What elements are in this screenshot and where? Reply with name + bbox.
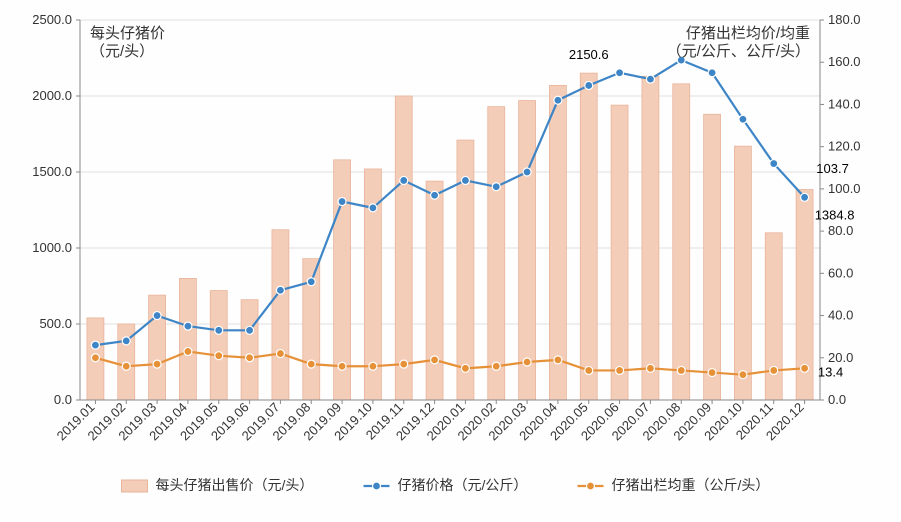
bar	[549, 85, 566, 400]
bar	[734, 146, 751, 400]
weight-marker	[431, 356, 439, 364]
price-marker	[338, 198, 346, 206]
price-marker	[616, 69, 624, 77]
data-annotation: 2150.6	[569, 47, 609, 62]
price-marker	[122, 337, 130, 345]
weight-marker	[369, 362, 377, 370]
y-left-tick: 1500.0	[32, 164, 72, 179]
price-marker	[646, 75, 654, 83]
bar	[272, 230, 289, 400]
weight-marker	[400, 360, 408, 368]
data-annotation: 13.4	[818, 365, 843, 380]
price-marker	[400, 176, 408, 184]
weight-marker	[492, 362, 500, 370]
weight-marker	[801, 364, 809, 372]
weight-marker	[523, 358, 531, 366]
price-marker	[801, 193, 809, 201]
price-marker	[739, 115, 747, 123]
price-marker	[184, 322, 192, 330]
weight-marker	[307, 360, 315, 368]
price-marker	[554, 96, 562, 104]
weight-marker	[461, 364, 469, 372]
y-right-tick: 120.0	[828, 139, 861, 154]
data-annotation: 103.7	[816, 161, 849, 176]
y-right-tick: 100.0	[828, 181, 861, 196]
weight-marker	[708, 369, 716, 377]
y-left-tick: 0.0	[54, 392, 72, 407]
weight-marker	[184, 347, 192, 355]
weight-marker	[338, 362, 346, 370]
y-right-tick: 80.0	[828, 223, 853, 238]
price-marker	[523, 168, 531, 176]
price-marker	[307, 278, 315, 286]
bar	[149, 295, 166, 400]
price-marker	[585, 81, 593, 89]
price-marker	[431, 191, 439, 199]
data-annotation: 1384.8	[815, 208, 855, 223]
price-marker	[461, 176, 469, 184]
legend-label: 仔猪价格（元/公斤）	[398, 477, 528, 493]
legend-label: 仔猪出栏均重（公斤/头）	[612, 477, 770, 493]
weight-marker	[770, 366, 778, 374]
bar	[241, 300, 258, 400]
y-left-tick: 2500.0	[32, 12, 72, 27]
right-axis-title: （元/公斤、公斤/头）	[667, 43, 810, 60]
chart-svg: 0.0 500.0 1000.0 1500.0 2000.0 2500.0 0.0 20.0 4…	[0, 0, 901, 522]
y-right-tick: 40.0	[828, 308, 853, 323]
weight-marker	[616, 366, 624, 374]
weight-marker	[91, 354, 99, 362]
bar	[395, 96, 412, 400]
y-right-tick: 60.0	[828, 265, 853, 280]
legend-label: 每头仔猪出售价（元/头）	[156, 477, 314, 493]
price-marker	[215, 326, 223, 334]
y-right-tick: 180.0	[828, 12, 861, 27]
bar	[519, 101, 536, 400]
bar	[488, 107, 505, 400]
y-left-tick: 500.0	[39, 316, 72, 331]
weight-marker	[585, 366, 593, 374]
weight-marker	[739, 371, 747, 379]
bar	[704, 114, 721, 400]
right-axis-title: 仔猪出栏均价/均重	[686, 25, 810, 42]
price-marker	[770, 160, 778, 168]
y-left-tick: 1000.0	[32, 240, 72, 255]
left-axis-title: （元/头）	[90, 43, 154, 60]
price-marker	[153, 312, 161, 320]
price-marker	[276, 286, 284, 294]
bar	[210, 291, 227, 400]
weight-marker	[215, 352, 223, 360]
bar	[673, 84, 690, 400]
left-axis-title: 每头仔猪价	[90, 25, 165, 42]
bar	[426, 181, 443, 400]
piglet-price-chart: 0.0 500.0 1000.0 1500.0 2000.0 2500.0 0.0 20.0 4…	[0, 0, 901, 522]
weight-marker	[122, 362, 130, 370]
weight-marker	[153, 360, 161, 368]
weight-marker	[646, 364, 654, 372]
weight-marker	[246, 354, 254, 362]
bar	[179, 278, 196, 400]
y-left-tick: 2000.0	[32, 88, 72, 103]
price-marker	[91, 341, 99, 349]
weight-marker	[554, 356, 562, 364]
price-marker	[492, 183, 500, 191]
price-marker	[708, 69, 716, 77]
weight-marker	[677, 366, 685, 374]
price-marker	[369, 204, 377, 212]
weight-marker	[276, 350, 284, 358]
price-marker	[246, 326, 254, 334]
y-right-tick: 160.0	[828, 54, 861, 69]
bar	[611, 105, 628, 400]
bar	[580, 73, 597, 400]
y-right-tick: 0.0	[828, 392, 846, 407]
bar	[642, 76, 659, 400]
y-right-tick: 20.0	[828, 350, 853, 365]
y-right-tick: 140.0	[828, 96, 861, 111]
